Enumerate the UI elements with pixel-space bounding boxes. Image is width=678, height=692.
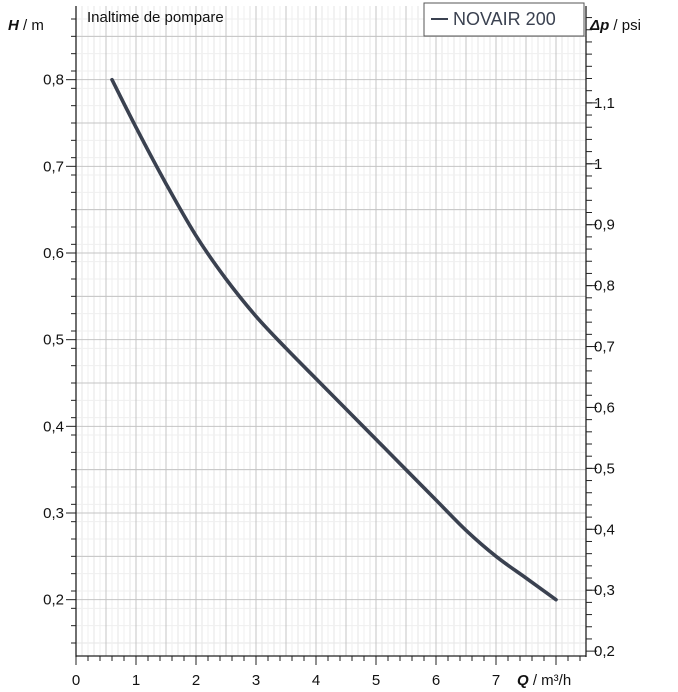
y-tick-label: 0,5 — [43, 332, 64, 349]
x-axis-symbol: Q — [517, 672, 529, 689]
y-tick-label: 0,6 — [43, 245, 64, 262]
y2-tick-label: 0,3 — [594, 582, 615, 599]
x-tick-label: 4 — [312, 672, 320, 689]
y-tick-label: 0,4 — [43, 418, 64, 435]
y-tick-label: 0,8 — [43, 72, 64, 89]
series-line-novair-200 — [110, 77, 558, 602]
y2-axis-title: Δp / psi — [589, 17, 641, 34]
y-axis-title: H / m — [8, 17, 44, 34]
x-tick-label: 6 — [432, 672, 440, 689]
y2-tick-label: 0,5 — [594, 460, 615, 477]
y2-tick-label: 0,2 — [594, 643, 615, 660]
x-tick-label: 5 — [372, 672, 380, 689]
y2-axis-symbol: Δp — [589, 17, 609, 34]
legend: NOVAIR 200 — [423, 2, 585, 37]
x-tick-label: 0 — [72, 672, 80, 689]
y2-tick-label: 0,4 — [594, 521, 615, 538]
minor-grid — [76, 6, 586, 656]
y-axis-symbol: H — [8, 17, 20, 34]
y2-tick-label: 0,8 — [594, 278, 615, 295]
chart-title: Inaltime de pompare — [87, 9, 224, 26]
y2-tick-label: 0,6 — [594, 399, 615, 416]
series-group — [110, 77, 558, 602]
x-axis-unit: / m³/h — [529, 672, 572, 689]
y-axis-unit: / m — [19, 17, 44, 34]
legend-box — [423, 2, 585, 37]
y2-tick-label: 1 — [594, 156, 602, 173]
y2-tick-label: 0,9 — [594, 217, 615, 234]
y2-tick-label: 0,7 — [594, 339, 615, 356]
y2-tick-label: 1,1 — [594, 95, 615, 112]
y-tick-label: 0,7 — [43, 158, 64, 175]
y-tick-label: 0,3 — [43, 505, 64, 522]
x-tick-label: 7 — [492, 672, 500, 689]
y2-axis-unit: / psi — [609, 17, 641, 34]
legend-label: NOVAIR 200 — [453, 9, 556, 29]
x-tick-label: 1 — [132, 672, 140, 689]
x-tick-label: 2 — [192, 672, 200, 689]
x-tick-label: 3 — [252, 672, 260, 689]
tick-labels: 0 1 2 3 4 5 6 7 0,2 0,3 0,4 0,5 0,6 0,7 0,8 0,2 0,3 0,4 0,… — [43, 72, 615, 689]
x-axis-title: Q / m³/h — [517, 672, 571, 689]
axes — [66, 6, 597, 665]
major-grid — [75, 6, 587, 656]
y-tick-label: 0,2 — [43, 592, 64, 609]
